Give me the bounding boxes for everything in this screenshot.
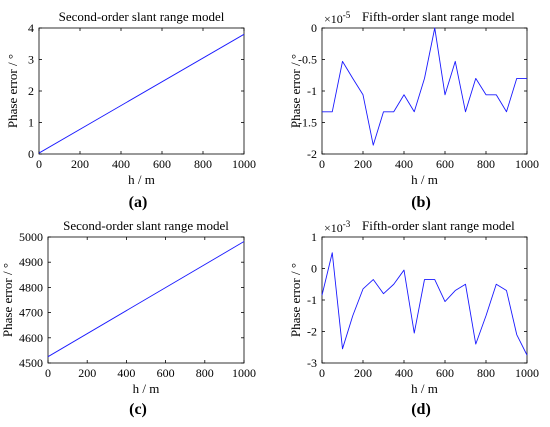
y-tick-label: 4900: [19, 255, 43, 269]
y-axis-label: Phase error / °: [288, 54, 303, 128]
y-tick-label: -1: [307, 84, 317, 98]
panel-label: (c): [129, 401, 147, 418]
y-tick-label: -3: [307, 356, 317, 370]
x-tick-label: 200: [354, 157, 372, 171]
y-axis-label: Phase error / °: [0, 263, 15, 337]
y-tick-label: -1.5: [298, 116, 317, 130]
y-axis-label: Phase error / °: [5, 54, 20, 128]
y-tick-label: 0: [311, 262, 317, 276]
axis-exponent: ×10-5: [324, 10, 351, 26]
chart-title: Second-order slant range model: [59, 9, 225, 24]
x-tick-label: 400: [395, 366, 413, 380]
chart-title: Fifth-order slant range model: [362, 9, 515, 24]
y-tick-label: 1: [311, 230, 317, 244]
x-tick-label: 600: [153, 157, 171, 171]
panel-label: (b): [411, 194, 431, 211]
plot-frame: [47, 236, 245, 364]
x-tick-label: 400: [395, 157, 413, 171]
x-axis-label: h / m: [133, 381, 160, 396]
y-tick-label: 5000: [19, 230, 43, 244]
chart-panel-3: 0 200 400 600 800 1000 4500 4600 4700 4800 4900 500…: [0, 218, 256, 418]
y-tick-label: -2: [307, 325, 317, 339]
y-tick-label: 4600: [19, 331, 43, 345]
series-line: [47, 241, 245, 358]
plot-frame: [321, 27, 528, 155]
x-tick-label: 800: [196, 366, 214, 380]
x-tick-label: 0: [319, 157, 325, 171]
x-tick-label: 1000: [515, 157, 539, 171]
chart-title: Fifth-order slant range model: [362, 218, 515, 233]
x-tick-label: 200: [354, 366, 372, 380]
x-tick-label: 600: [436, 366, 454, 380]
x-axis-label: h / m: [411, 172, 438, 187]
y-tick-label: 3: [28, 53, 34, 67]
x-tick-label: 800: [477, 157, 495, 171]
x-axis-label: h / m: [411, 381, 438, 396]
x-tick-label: 600: [436, 157, 454, 171]
x-tick-label: 200: [71, 157, 89, 171]
x-axis-label: h / m: [128, 172, 155, 187]
y-tick-label: 1: [28, 116, 34, 130]
x-tick-label: 400: [112, 157, 130, 171]
panel-label: (a): [129, 194, 148, 211]
y-tick-label: 0: [28, 147, 34, 161]
x-tick-label: 600: [157, 366, 175, 380]
x-tick-label: 1000: [232, 157, 256, 171]
y-tick-label: 4700: [19, 306, 43, 320]
y-tick-label: 0: [311, 21, 317, 35]
y-tick-label: 4500: [19, 356, 43, 370]
x-tick-label: 1000: [515, 366, 539, 380]
series-line: [321, 252, 528, 356]
x-tick-label: 200: [78, 366, 96, 380]
x-tick-label: 0: [319, 366, 325, 380]
y-tick-label: 2: [28, 84, 34, 98]
y-tick-label: -2: [307, 147, 317, 161]
x-tick-label: 800: [194, 157, 212, 171]
x-tick-label: 0: [36, 157, 42, 171]
y-tick-label: 4800: [19, 280, 43, 294]
chart-panel-1: 0 200 400 600 800 1000 0 1 2 3 4 Second-order slant…: [5, 9, 256, 211]
y-tick-label: -1: [307, 293, 317, 307]
axis-exponent: ×10-3: [324, 219, 351, 235]
series-line: [38, 33, 245, 154]
x-tick-label: 800: [477, 366, 495, 380]
chart-panel-4: 0 200 400 600 800 1000 -3 -2 -1 0 1 ×10-3 Fifth-orde…: [288, 218, 539, 418]
panel-label: (d): [411, 401, 431, 418]
x-tick-label: 400: [117, 366, 135, 380]
chart-panel-2: 0 200 400 600 800 1000 -2 -1.5 -1 -0.5 0 ×10-5 Fifth…: [288, 9, 539, 211]
y-tick-label: -0.5: [298, 53, 317, 67]
y-axis-label: Phase error / °: [288, 263, 303, 337]
series-line: [322, 27, 527, 146]
y-tick-label: 4: [28, 21, 34, 35]
plot-frame: [321, 236, 528, 364]
x-tick-label: 0: [45, 366, 51, 380]
x-tick-label: 1000: [232, 366, 256, 380]
chart-title: Second-order slant range model: [63, 218, 229, 233]
